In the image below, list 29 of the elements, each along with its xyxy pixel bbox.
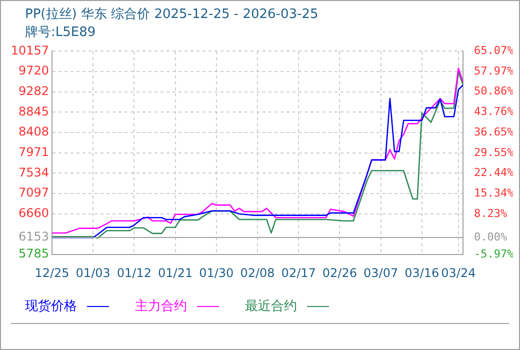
x-tick-label: 01/21 [158,266,193,280]
y-tick-label: 8845 [18,104,49,118]
x-tick-label: 02/17 [281,266,316,280]
y-tick-label: 5785 [18,246,49,261]
x-tick-label: 03/07 [364,266,398,280]
x-tick-label: 12/25 [34,266,70,280]
y-tick-label: 6660 [18,206,49,220]
x-tick-label: 03/16 [404,266,440,280]
x-tick-label: 01/12 [116,266,152,280]
y-tick-label: 7534 [18,165,49,180]
x-tick-label: 02/08 [240,266,275,280]
x-tick-label: 03/24 [441,266,476,280]
chart-title: PP(拉丝) 华东 综合价 2025-12-25 - 2026-03-25 [25,6,318,23]
legend-label: 主力合约 [135,299,187,314]
y-tick-label: 6153 [18,230,49,244]
y-tick-label: 9282 [18,84,49,98]
y-tick-label: 7097 [18,186,49,200]
y-tick-label: 9720 [18,64,49,78]
y2-tick-label: 0.00% [474,230,508,244]
x-tick-label: 01/30 [199,266,234,280]
x-tick-label: 02/26 [322,266,357,280]
legend-label: 最近合约 [245,299,297,314]
y-tick-label: 7971 [18,145,49,160]
y-tick-label: 10157 [10,43,49,58]
legend-label: 现货价格 [25,299,77,314]
x-tick-label: 01/03 [76,266,110,280]
y-tick-label: 8408 [18,124,49,139]
y2-tick-label: 8.23% [474,206,508,220]
chart-subtitle: 牌号:L5E89 [25,24,96,41]
